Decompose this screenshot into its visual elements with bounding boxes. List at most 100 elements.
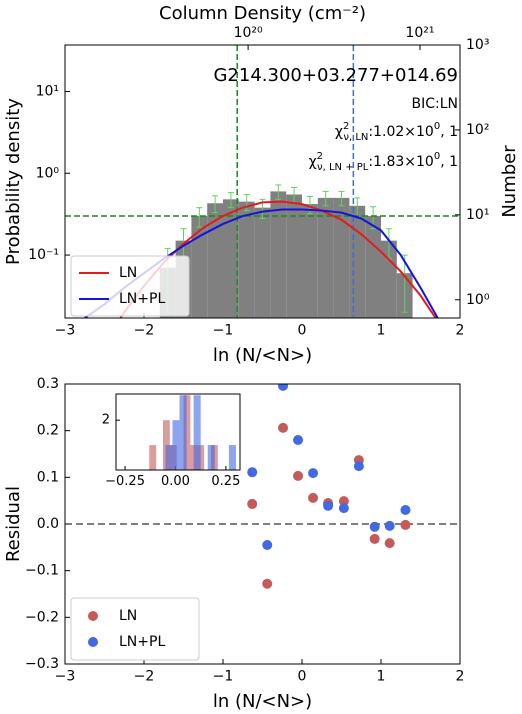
histogram-bar xyxy=(191,216,208,318)
histogram-bar xyxy=(286,194,302,318)
legend-label: LN+PL xyxy=(119,634,165,650)
y2-tick-label: 10² xyxy=(466,122,489,138)
error-bar xyxy=(401,254,408,313)
stat-symbol: χ xyxy=(335,124,343,140)
legend-label: LN+PL xyxy=(119,291,165,307)
legend-box xyxy=(70,255,190,317)
scatter-point xyxy=(262,578,273,589)
x-tick-label: 0.25 xyxy=(211,474,240,489)
x-tick-label: 2 xyxy=(456,323,465,339)
x-tick-label: −1 xyxy=(213,323,234,339)
histogram-bar xyxy=(365,216,381,318)
scatter-point xyxy=(338,503,349,514)
x-tick-label: −3 xyxy=(55,323,76,339)
y-tick-label: 0.1 xyxy=(37,469,59,485)
x-tick-label: 0.00 xyxy=(161,474,190,489)
scatter-point xyxy=(400,505,411,515)
y-tick-label: −0.3 xyxy=(25,656,59,672)
x-tick-label: 1 xyxy=(377,323,386,339)
scatter-point xyxy=(400,519,411,530)
y-tick-label: 10⁻¹ xyxy=(28,247,59,263)
stat-sub: ν, LN + PL xyxy=(317,162,369,173)
y-tick-label: 2 xyxy=(102,413,110,428)
error-bar xyxy=(227,192,234,209)
scatter-point xyxy=(384,538,395,549)
x-tick-label: −1 xyxy=(213,669,234,685)
stat-text: :1.83×10 xyxy=(368,154,433,170)
annotation: BIC:LN xyxy=(412,96,459,112)
top-x-tick-label: 10²⁰ xyxy=(234,25,263,41)
x-axis-title: ln (N/<N>) xyxy=(213,691,312,712)
x-tick-label: 1 xyxy=(377,669,386,685)
error-bar xyxy=(196,207,203,228)
histogram-bar xyxy=(207,203,223,318)
histogram-bar xyxy=(317,197,334,318)
inset-bar xyxy=(149,445,157,470)
stat-tail: , 1 xyxy=(440,124,458,140)
y-axis-title: Probability density xyxy=(3,98,24,265)
y-axis-title: Residual xyxy=(3,486,24,562)
x-tick-label: 0 xyxy=(298,323,307,339)
fit-statistic: χ2 ν, LN:1.02×100, 1 xyxy=(335,121,458,143)
histogram-bar xyxy=(302,204,318,318)
scatter-point xyxy=(293,470,304,481)
scatter-point xyxy=(262,540,273,550)
x-tick-label: −2 xyxy=(134,669,155,685)
x-axis-title: ln (N/<N>) xyxy=(213,345,312,366)
inset-bar xyxy=(179,395,187,470)
scatter-point xyxy=(278,384,289,391)
stat-exp: 0 xyxy=(434,121,440,132)
y-tick-label: 0.3 xyxy=(37,376,59,392)
scatter-point xyxy=(353,461,364,472)
scatter-point xyxy=(369,521,380,532)
histogram-bar xyxy=(223,199,239,318)
legend-swatch xyxy=(88,611,98,621)
stat-text: :1.02×10 xyxy=(368,124,433,140)
plot-area xyxy=(65,384,460,589)
inset-bar xyxy=(207,445,215,470)
stat-sup: 2 xyxy=(343,121,349,132)
error-bar xyxy=(338,190,345,207)
histogram-bar xyxy=(254,207,271,318)
inset-bar xyxy=(228,445,236,470)
stat-sup: 2 xyxy=(317,151,323,162)
histogram-bar xyxy=(381,240,397,318)
inset-frame xyxy=(115,393,241,471)
y-tick-label: −0.2 xyxy=(25,609,59,625)
top-x-tick-label: 10²¹ xyxy=(405,25,434,41)
inset-bar xyxy=(183,395,191,470)
error-bar xyxy=(322,190,329,207)
scatter-point xyxy=(369,533,380,544)
stat-sub: ν, LN xyxy=(343,132,368,143)
histogram-bar xyxy=(238,201,255,318)
stat-exp: 0 xyxy=(434,151,440,162)
scatter-point xyxy=(293,435,304,445)
legend-label: LN xyxy=(119,608,137,624)
scatter-point xyxy=(278,422,289,433)
y2-tick-label: 10⁰ xyxy=(466,292,490,308)
y-tick-label: 10¹ xyxy=(36,83,59,99)
error-bar xyxy=(243,194,250,212)
legend-label: LN xyxy=(119,265,137,281)
annotation: G214.300+03.277+014.69 xyxy=(213,65,458,86)
scatter-point xyxy=(247,467,258,478)
y2-axis-title: Number xyxy=(499,145,520,218)
scatter-point xyxy=(338,496,349,507)
legend-swatch xyxy=(88,637,98,647)
error-bar xyxy=(212,195,219,214)
scatter-point xyxy=(247,498,258,509)
histogram-bar xyxy=(333,197,350,318)
stat-tail: , 1 xyxy=(440,154,458,170)
y-tick-label: 0.2 xyxy=(37,423,59,439)
y-tick-label: −0.1 xyxy=(25,563,59,579)
error-bar xyxy=(275,184,282,200)
top-axis-title: Column Density (cm⁻²) xyxy=(159,3,366,24)
axes-frame xyxy=(64,44,461,319)
axes-frame xyxy=(64,383,461,665)
scatter-point xyxy=(308,492,319,503)
x-tick-label: −3 xyxy=(55,669,76,685)
histogram-bar xyxy=(270,191,287,318)
x-tick-label: −0.25 xyxy=(105,474,145,489)
stat-symbol: χ xyxy=(309,154,317,170)
scatter-point xyxy=(308,468,319,479)
